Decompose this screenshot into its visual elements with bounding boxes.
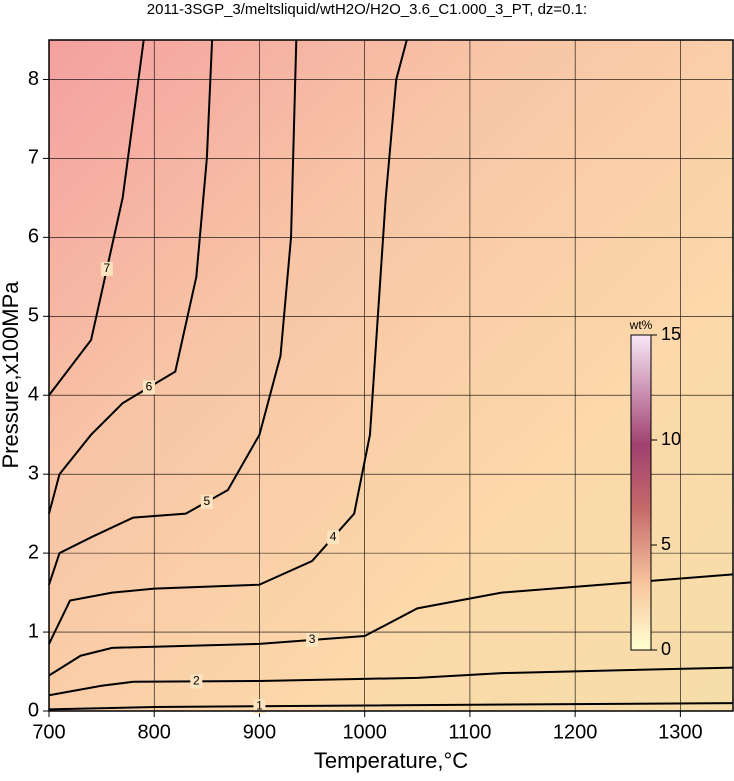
contour-label-bg — [327, 530, 340, 545]
colorbar-title: wt% — [629, 318, 653, 332]
y-tick-label: 7 — [28, 147, 39, 169]
contour-label-bg — [253, 699, 266, 714]
contour-label: 6 — [146, 380, 153, 394]
y-tick-label: 5 — [28, 305, 39, 327]
contour-label-bg — [306, 632, 319, 647]
chart-title: 2011-3SGP_3/meltsliquid/wtH2O/H2O_3.6_C1… — [147, 1, 587, 18]
y-axis-title: Pressure,x100MPa — [0, 281, 23, 469]
contour-label-bg — [142, 380, 155, 395]
contour-line — [48, 666, 734, 697]
x-tick-label: 900 — [243, 721, 276, 743]
contour-label-bg — [100, 261, 113, 276]
contour-label: 4 — [330, 530, 337, 544]
x-axis-title: Temperature,°C — [314, 748, 468, 773]
contour-label: 1 — [256, 698, 263, 712]
x-tick-label: 1100 — [448, 721, 491, 743]
colorbar-tick-label: 5 — [661, 534, 671, 554]
y-tick-label: 1 — [28, 620, 39, 642]
y-tick-label: 0 — [28, 699, 39, 721]
x-tick-label: 1200 — [553, 721, 598, 743]
colorbar-tick-label: 15 — [661, 324, 681, 344]
y-tick-label: 6 — [28, 226, 39, 248]
x-tick-label: 800 — [138, 721, 171, 743]
colorbar-tick-label: 0 — [661, 639, 671, 659]
plot-background — [49, 40, 733, 711]
y-tick-label: 8 — [28, 68, 39, 90]
x-tick-label: 1300 — [658, 721, 703, 743]
contour-label-bg — [190, 674, 203, 689]
y-tick-label: 4 — [28, 384, 39, 406]
colorbar — [630, 334, 652, 651]
colorbar-tick-label: 10 — [661, 429, 681, 449]
y-tick-label: 3 — [28, 462, 39, 484]
contour-label: 2 — [193, 674, 200, 688]
y-tick-label: 2 — [28, 541, 39, 563]
contour-label: 3 — [309, 632, 316, 646]
contour-line — [48, 39, 145, 396]
plot-frame — [48, 39, 734, 712]
contour-label: 5 — [204, 494, 211, 508]
x-tick-label: 1000 — [342, 721, 387, 743]
contour-label-bg — [200, 494, 213, 509]
contour-label: 7 — [104, 261, 111, 275]
x-tick-label: 700 — [32, 721, 65, 743]
